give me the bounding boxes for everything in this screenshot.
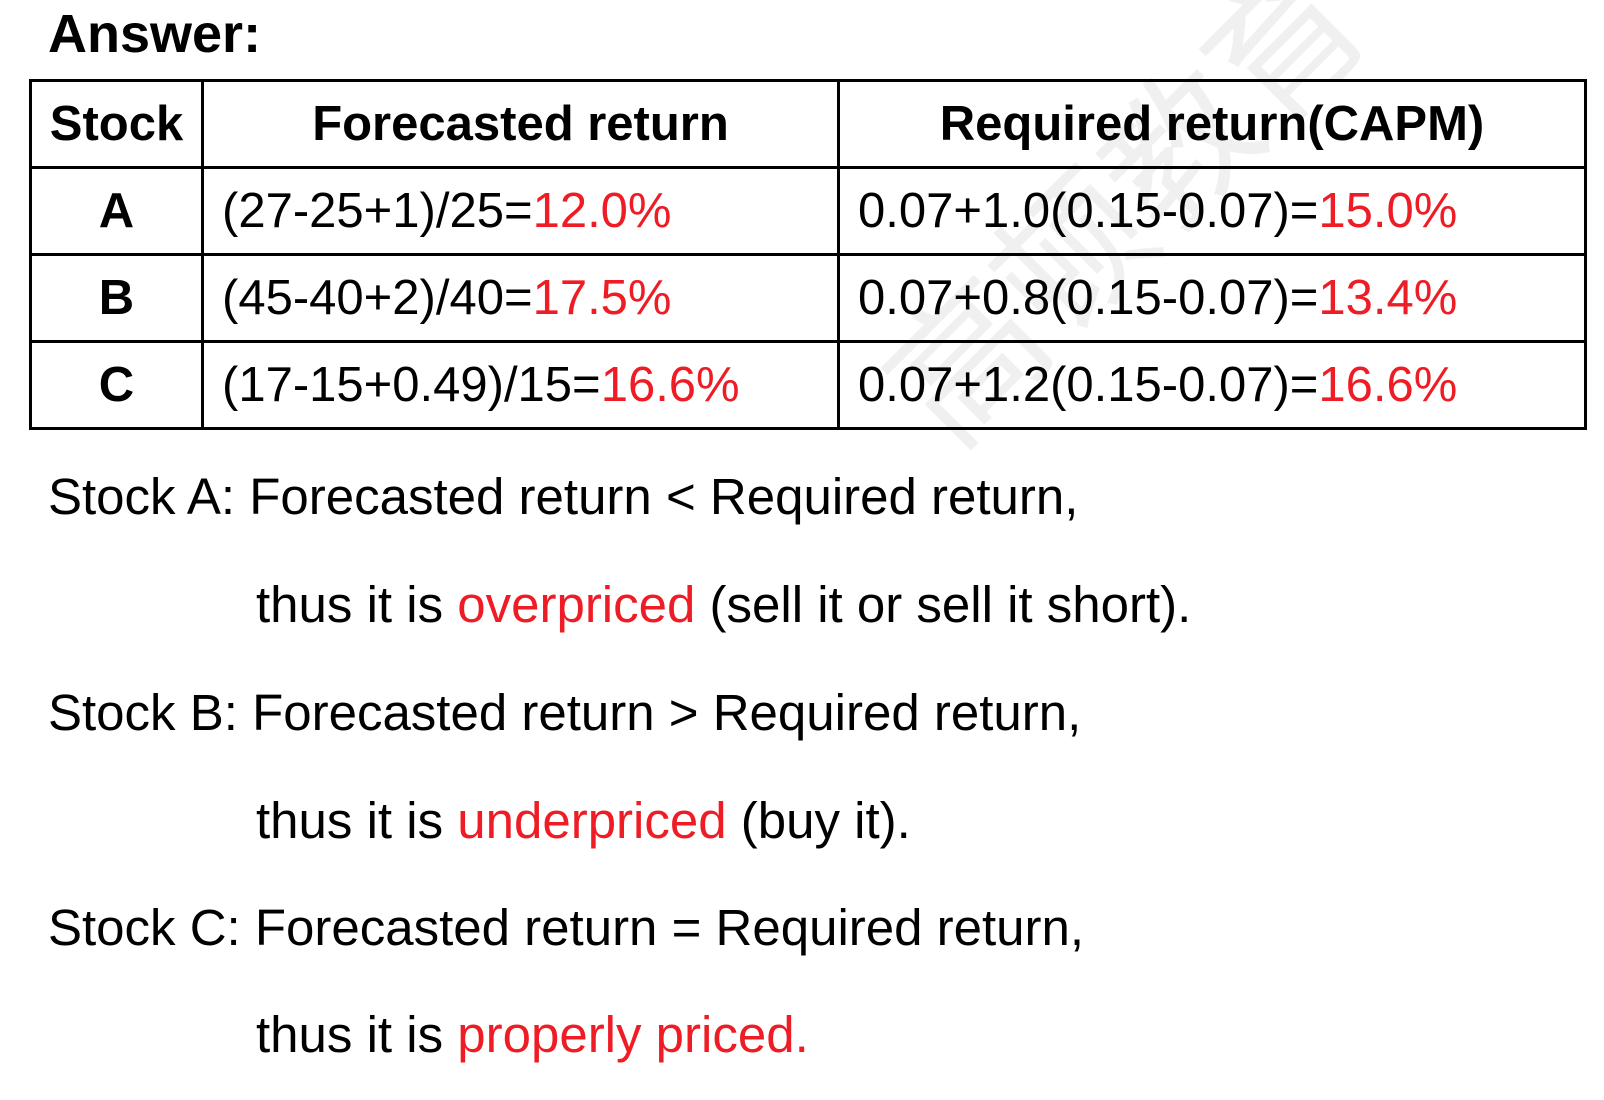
- conclusion-b-verdict-line: thus it is underpriced (buy it).: [256, 791, 911, 851]
- conclusion-c-comparison: Stock C: Forecasted return = Required re…: [48, 899, 1085, 956]
- verdict-prefix: thus it is: [256, 792, 458, 849]
- verdict-suffix: (sell it or sell it short).: [695, 576, 1192, 633]
- forecast-cell: (45-40+2)/40=17.5%: [201, 253, 840, 343]
- table-row: C (17-15+0.49)/15=16.6% 0.07+1.2(0.15-0.…: [29, 340, 1587, 430]
- required-result: 15.0%: [1318, 184, 1458, 238]
- required-formula: 0.07+1.2(0.15-0.07)=: [858, 358, 1319, 412]
- conclusion-c-verdict-line: thus it is properly priced.: [256, 1005, 809, 1065]
- required-result: 13.4%: [1318, 271, 1458, 325]
- forecast-cell: (27-25+1)/25=12.0%: [201, 166, 840, 256]
- required-cell: 0.07+0.8(0.15-0.07)=13.4%: [837, 253, 1587, 343]
- forecast-formula: (17-15+0.49)/15=: [222, 358, 601, 412]
- forecast-formula: (27-25+1)/25=: [222, 184, 533, 238]
- stock-label: B: [29, 253, 204, 343]
- conclusion-a-verdict-line: thus it is overpriced (sell it or sell i…: [256, 575, 1191, 635]
- required-cell: 0.07+1.2(0.15-0.07)=16.6%: [837, 340, 1587, 430]
- forecast-result: 16.6%: [600, 358, 740, 412]
- header-forecasted-return: Forecasted return: [201, 79, 840, 169]
- returns-table: Stock Forecasted return Required return(…: [29, 79, 1587, 430]
- forecast-result: 12.0%: [532, 184, 672, 238]
- stock-label: A: [29, 166, 204, 256]
- answer-heading: Answer:: [48, 4, 262, 64]
- verdict-properly-priced: properly priced.: [457, 1006, 809, 1063]
- required-formula: 0.07+0.8(0.15-0.07)=: [858, 271, 1319, 325]
- required-formula: 0.07+1.0(0.15-0.07)=: [858, 184, 1319, 238]
- verdict-prefix: thus it is: [256, 1006, 458, 1063]
- required-result: 16.6%: [1318, 358, 1458, 412]
- forecast-result: 17.5%: [532, 271, 672, 325]
- conclusion-b-comparison: Stock B: Forecasted return > Required re…: [48, 684, 1082, 741]
- header-required-return: Required return(CAPM): [837, 79, 1587, 169]
- header-stock: Stock: [29, 79, 204, 169]
- stock-label: C: [29, 340, 204, 430]
- table-row: B (45-40+2)/40=17.5% 0.07+0.8(0.15-0.07)…: [29, 253, 1587, 343]
- verdict-underpriced: underpriced: [457, 792, 727, 849]
- required-cell: 0.07+1.0(0.15-0.07)=15.0%: [837, 166, 1587, 256]
- forecast-cell: (17-15+0.49)/15=16.6%: [201, 340, 840, 430]
- conclusion-a-comparison: Stock A: Forecasted return < Required re…: [48, 468, 1079, 525]
- table-row: A (27-25+1)/25=12.0% 0.07+1.0(0.15-0.07)…: [29, 166, 1587, 256]
- verdict-overpriced: overpriced: [457, 576, 696, 633]
- table-header-row: Stock Forecasted return Required return(…: [29, 79, 1587, 169]
- verdict-suffix: (buy it).: [726, 792, 911, 849]
- forecast-formula: (45-40+2)/40=: [222, 271, 533, 325]
- verdict-prefix: thus it is: [256, 576, 458, 633]
